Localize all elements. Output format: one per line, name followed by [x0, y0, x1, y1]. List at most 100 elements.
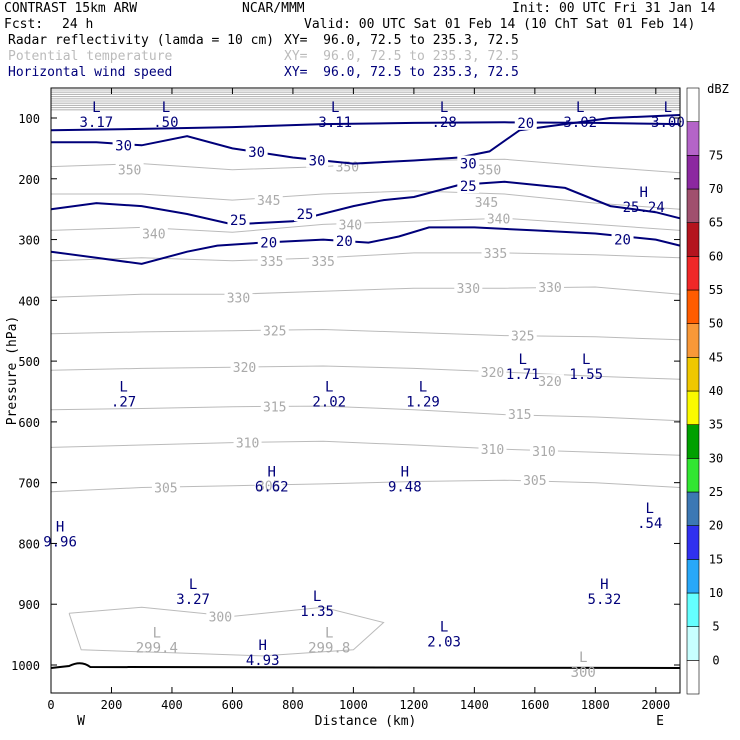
colorbar-swatch [686, 390, 700, 425]
colorbar-label: 5 [712, 620, 719, 634]
theta-label-bg [472, 194, 501, 208]
marker-letter: H [268, 465, 276, 481]
field-xy-theta: XY= 96.0, 72.5 to 235.3, 72.5 [284, 49, 519, 64]
theta-label-bg [508, 328, 537, 342]
marker-letter: L [440, 100, 448, 116]
wind-label-bg [514, 114, 537, 130]
marker-letter: L [162, 100, 170, 116]
wind-label-25: 25 [460, 179, 477, 195]
marker-value: 5.32 [588, 592, 622, 608]
theta-label-bg [151, 480, 180, 494]
theta-label-bg [230, 360, 259, 374]
east-label: E [656, 714, 664, 729]
x-tick-label: 0 [47, 698, 54, 712]
marker-letter: H [639, 185, 647, 201]
theta-label-325: 325 [511, 330, 534, 345]
marker-value: 1.35 [300, 604, 334, 620]
colorbar-label: 40 [709, 384, 723, 398]
marker-letter: L [331, 100, 339, 116]
marker-letter: L [576, 100, 584, 116]
theta-label-bg [254, 478, 283, 492]
ground-line [50, 662, 681, 669]
theta-label-305: 305 [154, 482, 177, 497]
wind-label-bg [306, 152, 329, 168]
wind-label-20: 20 [614, 233, 631, 249]
marker-value: 9.96 [43, 534, 77, 550]
y-tick-label: 600 [18, 416, 40, 430]
theta-label-bg [233, 435, 262, 449]
colorbar-label: 50 [709, 317, 723, 331]
marker-value: .27 [111, 395, 136, 411]
theta-label-330: 330 [457, 282, 480, 297]
wind-label-bg [457, 155, 480, 171]
marker-value: 3.11 [318, 115, 352, 131]
theta-label-345: 345 [257, 194, 280, 209]
wind-label-30: 30 [248, 145, 265, 161]
colorbar-swatch [686, 458, 700, 493]
colorbar-label: 10 [709, 586, 723, 600]
theta-label-345: 345 [475, 196, 498, 211]
x-tick-label: 400 [161, 698, 183, 712]
marker-letter: L [325, 626, 333, 642]
theta-label-340: 340 [487, 212, 510, 227]
colorbar-swatch [686, 357, 700, 392]
marker-value: 2.03 [427, 635, 461, 651]
field-xy-wind: XY= 96.0, 72.5 to 235.3, 72.5 [284, 65, 519, 80]
wind-label-20: 20 [517, 116, 534, 132]
wind-label-bg [227, 212, 250, 228]
field-name-reflectivity: Radar reflectivity (lamda = 10 cm) [8, 33, 275, 48]
theta-label-bg [478, 442, 507, 456]
marker-value: 3.00 [651, 115, 685, 131]
wind-contour-30 [51, 114, 681, 165]
theta-label-305: 305 [257, 480, 280, 495]
wind-label-20: 20 [336, 234, 353, 250]
y-tick-label: 1000 [11, 659, 40, 673]
theta-label-bg [257, 253, 286, 267]
colorbar-swatch [686, 559, 700, 594]
marker-value: .50 [153, 115, 178, 131]
wind-label-25: 25 [297, 207, 314, 223]
theta-label-300: 300 [209, 610, 232, 625]
field-name-wind: Horizontal wind speed [8, 65, 173, 80]
wind-label-bg [257, 234, 280, 250]
field-name-theta: Potential temperature [8, 49, 173, 64]
plot-frame [50, 87, 681, 694]
marker-value: 9.48 [388, 480, 422, 496]
colorbar-swatch [686, 323, 700, 358]
theta-label-bg [535, 374, 564, 388]
y-tick-label: 100 [18, 112, 40, 126]
colorbar-swatch [686, 256, 700, 291]
x-tick-label: 1000 [339, 698, 368, 712]
marker-letter: L [582, 352, 590, 368]
marker-letter: L [313, 589, 321, 605]
colorbar-label: 45 [709, 350, 723, 364]
x-tick-label: 1800 [581, 698, 610, 712]
wind-label-bg [457, 178, 480, 194]
wind-contour-20 [50, 226, 681, 265]
theta-label-320: 320 [233, 361, 256, 376]
theta-label-bg [115, 162, 144, 176]
wind-label-bg [294, 206, 317, 222]
colorbar-label: 20 [709, 519, 723, 533]
marker-letter: L [579, 650, 587, 666]
marker-value: 299.8 [308, 641, 350, 657]
marker-letter: L [646, 501, 654, 517]
marker-value: 3.17 [80, 115, 114, 131]
theta-label-335: 335 [260, 255, 283, 270]
colorbar-swatch [686, 222, 700, 257]
marker-value: 4.93 [246, 653, 280, 669]
wind-label-30: 30 [460, 157, 477, 173]
marker-value: 3.02 [563, 115, 597, 131]
theta-label-320: 320 [481, 366, 504, 381]
theta-label-350: 350 [118, 164, 141, 179]
theta-label-310: 310 [236, 437, 259, 452]
x-tick-label: 1200 [399, 698, 428, 712]
marker-letter: L [440, 620, 448, 636]
theta-label-325: 325 [263, 325, 286, 340]
marker-letter: H [600, 577, 608, 593]
colorbar-label: 75 [709, 148, 723, 162]
theta-label-315: 315 [508, 408, 531, 423]
marker-letter: L [189, 577, 197, 593]
marker-letter: L [664, 100, 672, 116]
theta-label-340: 340 [142, 227, 165, 242]
